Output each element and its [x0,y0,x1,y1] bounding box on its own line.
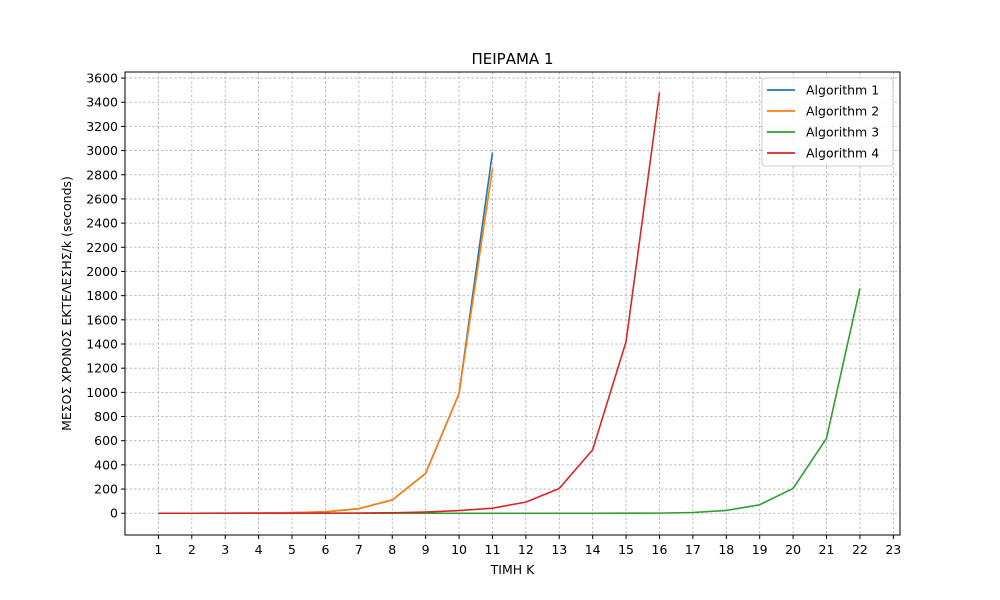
y-tick-label: 3000 [86,143,118,158]
x-tick-label: 3 [221,542,229,557]
x-axis-ticks: 1 2 3 4 5 6 7 8 9 10 11 12 13 14 15 16 17 18 19 20 21 22 23 [154,535,901,557]
series-line-3 [158,288,861,515]
y-tick-label: 2800 [86,167,118,182]
y-tick-label: 1600 [86,312,118,327]
legend-label: Algorithm 3 [806,125,879,140]
y-axis-label: ΜΕΣΟΣ ΧΡΟΝΟΣ ΕΚΤΕΛΕΣΗΣ/k (seconds) [59,176,74,431]
legend: Algorithm 1 Algorithm 2 Algorithm 3 Algorit… [761,77,894,167]
x-tick-label: 13 [551,542,567,557]
y-axis-ticks: 0 200 400 600 800 1000 1200 1400 1600 1800 2000 220… [86,71,125,521]
y-tick-label: 0 [110,506,118,521]
y-tick-label: 1200 [86,361,118,376]
x-axis-label: ΤΙΜΗ K [490,562,535,577]
y-tick-label: 800 [94,409,118,424]
x-tick-label: 14 [585,542,601,557]
chart-title: ΠΕΙΡΑΜΑ 1 [471,50,553,68]
x-tick-label: 9 [422,542,430,557]
y-tick-label: 1400 [86,336,118,351]
x-tick-label: 16 [652,542,668,557]
x-tick-label: 18 [718,542,734,557]
x-tick-label: 5 [288,542,296,557]
y-tick-label: 2600 [86,191,118,206]
series-lines [158,92,861,515]
x-tick-label: 6 [321,542,329,557]
y-tick-label: 400 [94,457,118,472]
plot-area-frame [124,71,901,536]
series-line-4 [158,92,661,515]
y-tick-label: 600 [94,433,118,448]
x-tick-label: 15 [618,542,634,557]
y-tick-label: 1800 [86,288,118,303]
x-tick-label: 17 [685,542,701,557]
x-tick-label: 21 [819,542,835,557]
x-tick-label: 10 [451,542,467,557]
y-tick-label: 1000 [86,385,118,400]
legend-label: Algorithm 1 [806,83,879,98]
x-tick-label: 20 [785,542,801,557]
x-tick-label: 12 [518,542,534,557]
y-tick-label: 2000 [86,264,118,279]
x-tick-label: 7 [355,542,363,557]
x-tick-label: 22 [852,542,868,557]
y-tick-label: 200 [94,482,118,497]
y-tick-label: 3200 [86,119,118,134]
x-tick-label: 11 [485,542,501,557]
y-tick-label: 2200 [86,240,118,255]
x-tick-label: 4 [255,542,263,557]
x-tick-label: 23 [885,542,901,557]
y-tick-label: 3400 [86,95,118,110]
x-tick-label: 8 [388,542,396,557]
y-tick-label: 3600 [86,71,118,86]
legend-box [761,77,894,167]
x-tick-label: 19 [752,542,768,557]
series-line-2 [158,168,494,515]
x-tick-label: 1 [154,542,162,557]
legend-label: Algorithm 2 [806,104,879,119]
y-tick-label: 2400 [86,216,118,231]
x-tick-label: 2 [188,542,196,557]
legend-label: Algorithm 4 [806,146,879,161]
